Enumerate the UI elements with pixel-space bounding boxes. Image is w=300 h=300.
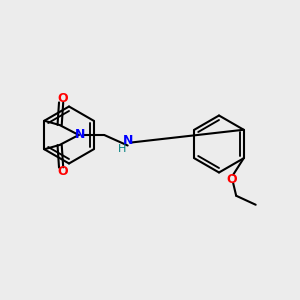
Text: N: N: [75, 128, 86, 142]
Text: O: O: [57, 92, 68, 104]
Text: H: H: [118, 144, 126, 154]
Text: O: O: [57, 166, 68, 178]
Text: O: O: [226, 173, 237, 186]
Text: N: N: [122, 134, 133, 147]
